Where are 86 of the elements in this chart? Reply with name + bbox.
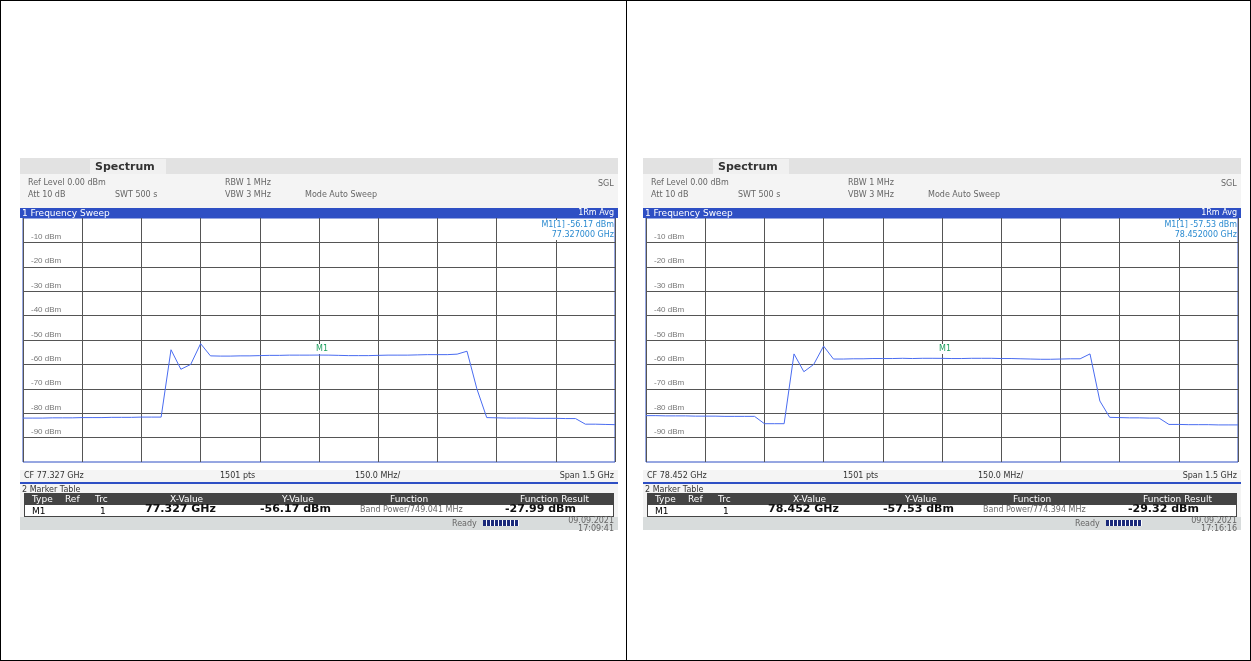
text: RBW 1 MHz [848, 178, 894, 188]
annotation: M1[1] -57.53 dBm [1164, 220, 1237, 230]
text: Ready [452, 519, 477, 529]
text: Type [655, 494, 676, 504]
text: Trc [95, 494, 108, 504]
y-tick-label: -30 dBm [654, 280, 685, 290]
text: Ref [65, 494, 80, 504]
text: Band Power/749.041 MHz [360, 505, 463, 515]
text: 09.09.2021 [568, 516, 614, 525]
text: Function Result [1143, 494, 1212, 504]
text: Ready [1075, 519, 1100, 529]
text: SWT 500 s [115, 190, 158, 200]
text: -29.32 dBm [1128, 502, 1199, 515]
annotation: 78.452000 GHz [1174, 230, 1237, 240]
text: SGL [1221, 179, 1237, 189]
text: 1 [100, 506, 106, 516]
text: Band Power/774.394 MHz [983, 505, 1086, 515]
text: Ref Level 0.00 dBm [651, 178, 729, 188]
text: CF 77.327 GHz [24, 471, 84, 481]
text: Spectrum [95, 160, 155, 173]
text: Ref [688, 494, 703, 504]
y-tick-label: -30 dBm [31, 280, 62, 290]
text: 1Rm Avg [1201, 208, 1237, 218]
y-tick-label: -40 dBm [31, 305, 62, 315]
text: SGL [598, 179, 614, 189]
text: Mode Auto Sweep [305, 190, 377, 200]
text: X-Value [170, 494, 204, 504]
text: Type [32, 494, 53, 504]
text: 78.452 GHz [768, 502, 839, 515]
text: Y-Value [905, 494, 937, 504]
text: Span 1.5 GHz [1182, 471, 1237, 481]
text: SWT 500 s [738, 190, 781, 200]
y-tick-label: -50 dBm [654, 329, 685, 339]
text: 150.0 MHz/ [355, 471, 401, 481]
y-tick-label: -60 dBm [654, 353, 685, 363]
y-tick-label: -70 dBm [654, 378, 685, 388]
text: 1501 pts [220, 471, 256, 481]
y-tick-label: -20 dBm [31, 256, 62, 266]
text: Ref Level 0.00 dBm [28, 178, 106, 188]
text: Trc [718, 494, 731, 504]
text: Mode Auto Sweep [928, 190, 1000, 200]
text: Spectrum [718, 160, 778, 173]
text: VBW 3 MHz [848, 190, 894, 200]
text: 1501 pts [843, 471, 879, 481]
y-tick-label: -70 dBm [31, 378, 62, 388]
text: 2 Marker Table [22, 485, 81, 495]
text: 77.327 GHz [145, 502, 216, 515]
text: VBW 3 MHz [225, 190, 271, 200]
text: M1 [32, 506, 46, 516]
y-tick-label: -90 dBm [654, 427, 685, 437]
y-tick-label: -10 dBm [31, 231, 62, 241]
text: 09.09.2021 [1191, 516, 1237, 525]
text: -57.53 dBm [883, 502, 954, 515]
y-tick-label: -90 dBm [31, 427, 62, 437]
text: Span 1.5 GHz [559, 471, 614, 481]
y-tick-label: -40 dBm [654, 305, 685, 315]
text: 17:09:41 [578, 524, 614, 534]
y-tick-label: -20 dBm [654, 256, 685, 266]
y-tick-label: -50 dBm [31, 329, 62, 339]
annotation: M1[1] -56.17 dBm [541, 220, 614, 230]
text: Function [1013, 494, 1052, 504]
y-tick-label: -10 dBm [654, 231, 685, 241]
annotation: M1 [939, 344, 951, 354]
text: RBW 1 MHz [225, 178, 271, 188]
y-tick-label: -80 dBm [31, 402, 62, 412]
text: Att 10 dB [651, 190, 689, 200]
text: 17:16:16 [1201, 524, 1237, 534]
text: CF 78.452 GHz [647, 471, 707, 481]
text: -27.99 dBm [505, 502, 576, 515]
text: Att 10 dB [28, 190, 66, 200]
annotation: M1 [316, 344, 328, 354]
text: X-Value [793, 494, 827, 504]
text: -56.17 dBm [260, 502, 331, 515]
chart-title: 1 Frequency Sweep [22, 208, 110, 218]
text: 150.0 MHz/ [978, 471, 1024, 481]
y-tick-label: -60 dBm [31, 353, 62, 363]
text: Function [390, 494, 429, 504]
text: M1 [655, 506, 669, 516]
text: Y-Value [282, 494, 314, 504]
text: Function Result [520, 494, 589, 504]
text: 1 [723, 506, 729, 516]
text: 1Rm Avg [578, 208, 614, 218]
chart-title: 1 Frequency Sweep [645, 208, 733, 218]
annotation: 77.327000 GHz [551, 230, 614, 240]
y-tick-label: -80 dBm [654, 402, 685, 412]
text: 2 Marker Table [645, 485, 704, 495]
